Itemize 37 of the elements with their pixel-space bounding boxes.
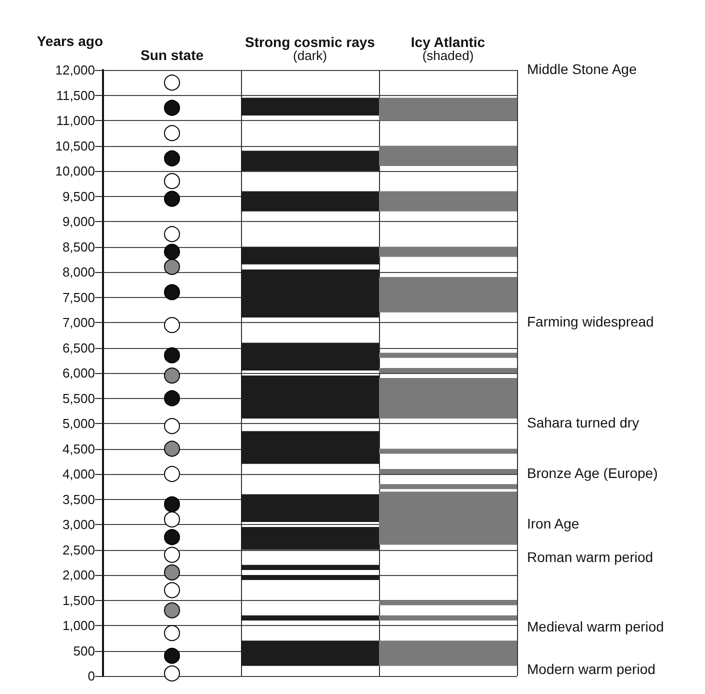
y-tick-label: 6,000: [62, 366, 95, 380]
y-tick-label: 1,500: [62, 592, 95, 608]
y-tick-label: 4,500: [62, 441, 95, 456]
y-tick-label: 2,000: [62, 568, 95, 582]
y-tick-label: 7,500: [62, 290, 95, 305]
y-tick-label: 5,500: [62, 390, 95, 406]
y-tick-label: 10,500: [55, 138, 95, 154]
y-tick-label: 4,000: [62, 466, 95, 482]
y-tick-label: 9,500: [62, 188, 95, 204]
text: Roman warm period: [527, 548, 654, 565]
y-tick-label: 7,000: [62, 315, 95, 330]
text: Bronze Age (Europe): [527, 465, 658, 482]
y-tick-label: 3,000: [62, 517, 95, 532]
y-tick-label: 8,500: [62, 239, 95, 254]
y-tick-label: 3,500: [62, 492, 95, 507]
y-tick-label: 11,000: [56, 113, 95, 128]
y-tick-label: 11,500: [56, 88, 95, 103]
y-tick-label: 2,500: [62, 542, 95, 558]
text: Medieval warm period: [527, 618, 664, 635]
y-tick-label: 9,000: [62, 214, 95, 229]
y-axis-title: Years ago: [36, 33, 103, 49]
text: Modern warm period: [527, 660, 656, 677]
text: Farming widespread: [527, 314, 654, 330]
y-tick-label: 6,500: [62, 340, 95, 356]
text: Iron Age: [527, 516, 580, 532]
text: Middle Stone Age: [527, 61, 637, 77]
y-tick-label: 5,000: [62, 416, 95, 431]
y-tick-label: 12,000: [55, 62, 95, 78]
x-tick-label: Sun state: [140, 47, 204, 63]
y-tick-label: 1,000: [62, 618, 95, 633]
y-tick-label: 10,000: [55, 164, 95, 178]
y-tick-label: 8,000: [62, 264, 95, 280]
y-tick-label: 0: [88, 668, 95, 684]
x-tick-label: Strong cosmic rays (dark): [245, 34, 376, 63]
x-tick-label: Icy Atlantic (shaded): [410, 34, 486, 63]
text: Sahara turned dry: [527, 414, 640, 430]
y-tick-label: 500: [73, 643, 95, 658]
